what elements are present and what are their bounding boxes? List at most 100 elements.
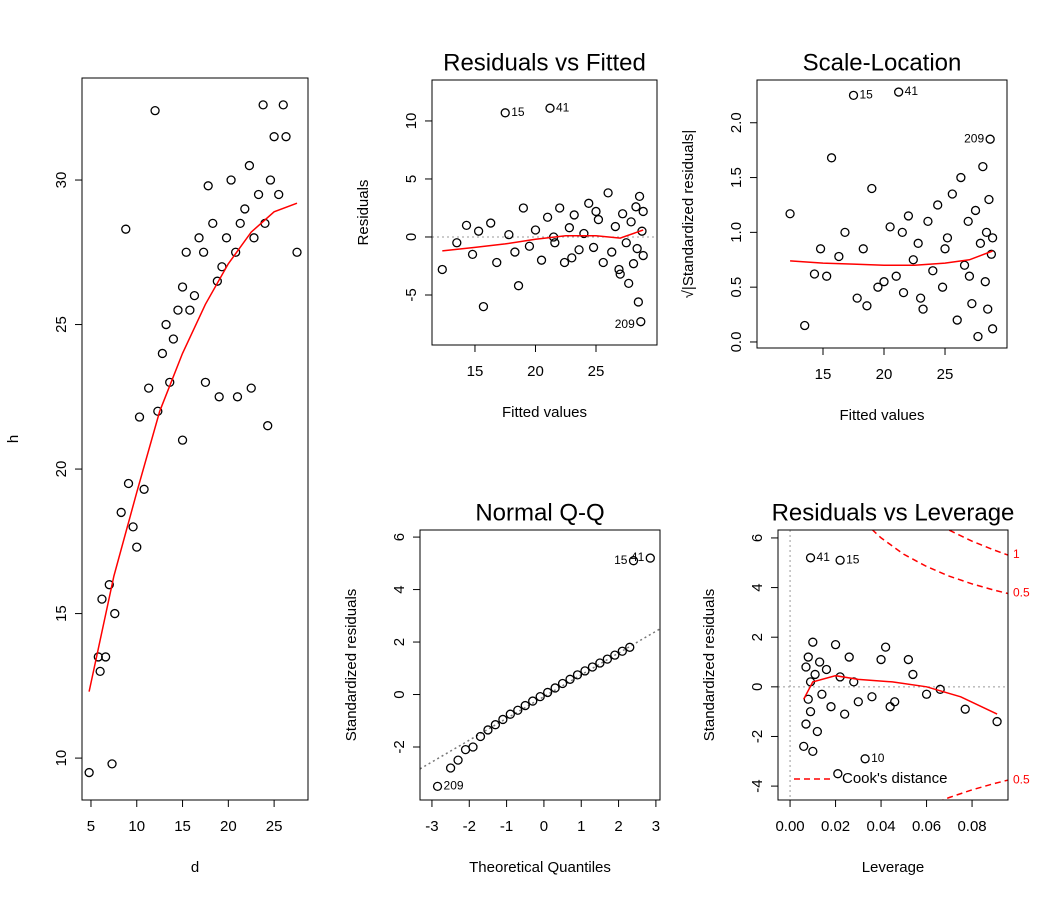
x-tick-label: 0.04 <box>866 818 895 835</box>
x-axis-label: d <box>191 859 199 876</box>
y-tick-label: 2 <box>749 633 766 641</box>
point <box>132 542 142 552</box>
contour-label: 0.5 <box>1013 772 1030 786</box>
x-axis-label: Fitted values <box>839 407 924 424</box>
point <box>249 233 259 243</box>
y-tick-label: 0 <box>749 683 766 691</box>
x-axis-label: Fitted values <box>502 404 587 421</box>
point <box>84 767 94 778</box>
point <box>498 714 508 725</box>
x-tick-label: -1 <box>500 818 513 835</box>
y-tick-label: 2.0 <box>728 112 745 133</box>
point <box>867 692 877 702</box>
point <box>524 241 535 251</box>
y-tick-label: 25 <box>53 316 70 333</box>
y-tick-label: -4 <box>749 779 766 792</box>
point <box>975 238 986 248</box>
point <box>168 334 179 344</box>
y-tick-label: 5 <box>403 175 420 183</box>
point <box>981 227 992 238</box>
y-axis-label: Standardized residuals <box>701 589 718 742</box>
point <box>801 719 811 729</box>
point <box>569 210 579 220</box>
point <box>826 153 837 163</box>
point <box>636 317 646 327</box>
point-label: 41 <box>556 100 570 114</box>
plot-frame <box>419 529 661 801</box>
panel-title: Scale-Location <box>803 49 962 76</box>
y-tick-label: -2 <box>749 730 766 743</box>
point <box>834 251 844 262</box>
x-tick-label: 0.08 <box>957 818 986 835</box>
y-tick-label: -5 <box>403 288 420 301</box>
y-tick-label: 1.5 <box>728 167 745 188</box>
point <box>93 652 103 662</box>
point <box>890 697 900 707</box>
x-tick-label: 0.06 <box>912 818 941 835</box>
x-axis-label: Leverage <box>862 859 925 876</box>
point <box>510 247 520 257</box>
plot-area <box>785 87 998 342</box>
point <box>265 175 276 185</box>
x-tick-label: 20 <box>220 818 237 835</box>
point <box>95 666 105 677</box>
point <box>814 657 825 667</box>
y-tick-label: 10 <box>403 113 420 130</box>
point <box>177 435 188 445</box>
point <box>240 204 250 214</box>
point <box>799 741 809 752</box>
point <box>617 209 628 219</box>
point <box>923 216 933 227</box>
point <box>638 206 648 217</box>
x-tick-label: 15 <box>174 818 191 835</box>
point <box>840 709 850 719</box>
point <box>97 594 107 604</box>
y-tick-label: 6 <box>749 534 766 542</box>
point <box>631 202 641 212</box>
point <box>572 670 583 680</box>
y-tick-label: 6 <box>391 533 408 541</box>
point <box>645 553 655 563</box>
point <box>967 298 977 309</box>
point <box>177 282 188 292</box>
y-tick-label: 4 <box>391 585 408 593</box>
panel: Residuals vs Fitted Fitted values Residual… <box>355 49 658 421</box>
y-tick-label: 0.0 <box>728 332 745 353</box>
point <box>614 264 624 275</box>
point <box>274 189 284 200</box>
point <box>263 421 273 431</box>
point <box>959 260 970 270</box>
point-label: 15 <box>614 553 628 567</box>
point <box>550 683 560 693</box>
point <box>880 642 891 652</box>
point <box>116 507 126 518</box>
plot-area <box>420 553 660 792</box>
point <box>100 652 111 662</box>
point <box>617 646 627 656</box>
point <box>144 383 154 393</box>
x-tick-label: 20 <box>527 363 544 380</box>
point <box>626 217 636 227</box>
point <box>437 264 447 275</box>
point <box>885 222 895 232</box>
point <box>432 781 443 792</box>
point <box>518 203 529 213</box>
point <box>628 556 639 566</box>
point <box>867 183 877 194</box>
point <box>970 205 981 216</box>
point <box>565 674 575 684</box>
point <box>445 763 456 773</box>
y-axis-label: h <box>5 435 22 443</box>
point <box>876 654 886 665</box>
panel: Scale-Location Fitted values √|Standardize… <box>680 49 1008 424</box>
point <box>107 759 117 769</box>
point <box>610 650 620 660</box>
x-tick-label: -3 <box>425 818 438 835</box>
trend-line <box>442 229 644 252</box>
point <box>621 238 631 248</box>
point <box>139 484 149 494</box>
point <box>536 255 547 265</box>
point <box>588 242 599 253</box>
point-label: 209 <box>444 779 464 793</box>
plot-area <box>432 103 657 327</box>
